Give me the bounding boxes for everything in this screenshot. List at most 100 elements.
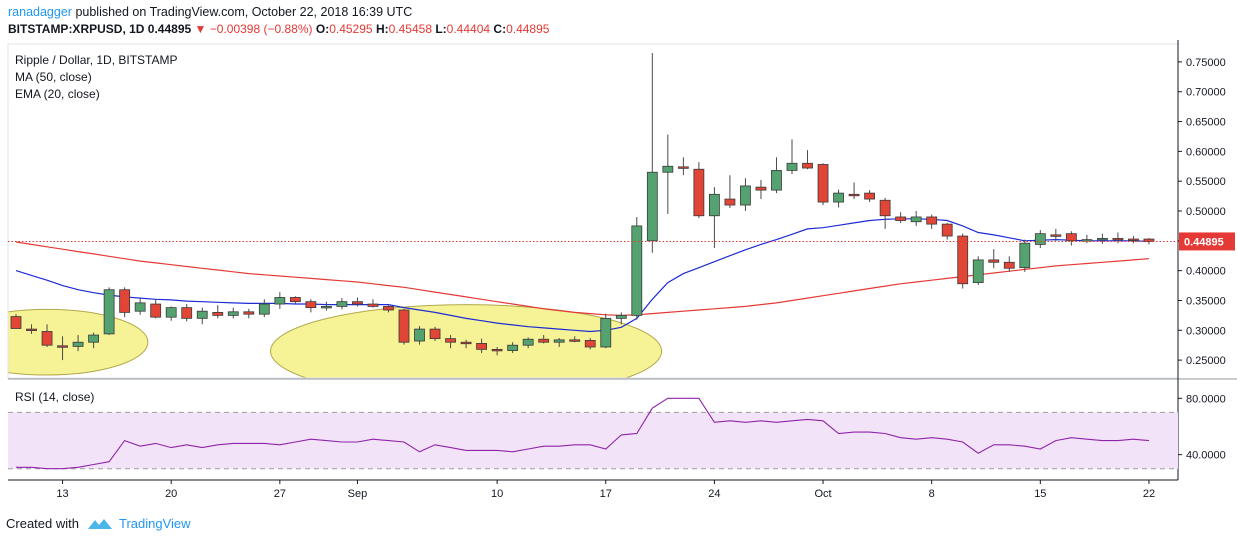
down-triangle-icon: ▼ xyxy=(194,22,207,36)
candle xyxy=(72,335,84,352)
author-link[interactable]: ranadagger xyxy=(8,5,72,19)
tradingview-link[interactable]: TradingView xyxy=(118,516,191,531)
candle-body-down xyxy=(941,223,953,237)
high-value: 0.45458 xyxy=(388,22,432,36)
candle xyxy=(181,304,193,322)
candle xyxy=(119,287,131,318)
candle xyxy=(771,157,782,194)
candle xyxy=(677,157,689,176)
candle xyxy=(352,297,363,307)
time-tick-label: 13 xyxy=(56,488,68,500)
candle xyxy=(879,197,891,229)
candle xyxy=(1128,236,1139,244)
candle-body-down xyxy=(491,348,503,352)
c-label: C: xyxy=(493,22,507,36)
candle-body-down xyxy=(802,162,813,169)
candle-body-down xyxy=(1003,261,1015,269)
candle xyxy=(26,324,37,334)
candle xyxy=(507,342,519,353)
candle-body-down xyxy=(383,306,394,311)
candle-body-up xyxy=(1034,233,1046,245)
candle xyxy=(196,307,208,325)
candle xyxy=(1081,234,1093,244)
candle-body-down xyxy=(289,297,301,303)
candle xyxy=(305,299,317,313)
candle-body-up xyxy=(196,310,208,319)
publish-line: ranadagger published on TradingView.com,… xyxy=(8,5,412,19)
candle-body-up xyxy=(274,297,286,305)
candles xyxy=(10,52,1155,361)
candle-body-up xyxy=(134,302,146,312)
candle xyxy=(662,134,674,214)
main-title: Ripple / Dollar, 1D, BITSTAMP xyxy=(15,53,178,67)
candle-body-down xyxy=(1128,238,1139,241)
candle-body-down xyxy=(817,164,829,203)
ema20-line xyxy=(15,218,1150,333)
symbol-label: BITSTAMP:XRPUSD, 1D xyxy=(8,22,145,36)
price-tick-label: 0.60000 xyxy=(1186,146,1226,158)
o-label: O: xyxy=(315,22,330,36)
price-tick-label: 0.25000 xyxy=(1186,355,1226,367)
candle-body-down xyxy=(150,303,162,318)
candle-body-up xyxy=(740,185,751,206)
candle-body-down xyxy=(879,199,891,217)
candle xyxy=(1003,256,1015,272)
candle-body-down xyxy=(352,301,363,305)
rsi-tick-label: 80.0000 xyxy=(1186,393,1226,405)
candle-body-down xyxy=(755,186,767,191)
candle-body-up xyxy=(771,170,782,191)
close-value: 0.44895 xyxy=(506,22,550,36)
ohlc-line: BITSTAMP:XRPUSD, 1D 0.44895 ▼ −0.00398 (… xyxy=(8,22,549,36)
candle-body-up xyxy=(662,165,674,173)
time-tick-label: 17 xyxy=(600,488,612,500)
change-text: −0.00398 (−0.88%) xyxy=(209,22,313,36)
candle xyxy=(134,298,146,315)
candle-body-down xyxy=(181,307,193,319)
candle-body-down xyxy=(988,259,1000,263)
candle xyxy=(258,299,270,318)
candle xyxy=(646,52,658,253)
candle-body-down xyxy=(864,192,875,200)
time-tick-label: Oct xyxy=(814,488,831,500)
candle-body-down xyxy=(367,303,379,307)
ema20-polyline xyxy=(15,218,1150,333)
candle-body-up xyxy=(258,303,270,315)
candle xyxy=(755,179,767,200)
candle-body-down xyxy=(1112,238,1124,241)
candle-body-down xyxy=(895,216,907,221)
candle-body-down xyxy=(476,343,488,350)
candle-body-down xyxy=(584,340,596,348)
candle-body-down xyxy=(538,338,550,343)
candle-body-down xyxy=(693,168,705,217)
price-tick-label: 0.55000 xyxy=(1186,176,1226,188)
candle xyxy=(243,308,255,319)
candle xyxy=(584,338,596,350)
tradingview-logo-icon xyxy=(87,518,112,529)
candle-body-down xyxy=(1143,238,1155,242)
candle xyxy=(336,298,348,310)
legend: Ripple / Dollar, 1D, BITSTAMP MA (50, cl… xyxy=(15,53,178,404)
candle-body-down xyxy=(724,198,736,206)
candle-body-up xyxy=(320,306,332,309)
candle-body-up xyxy=(336,301,348,307)
candle xyxy=(538,335,550,344)
candle xyxy=(367,299,379,308)
candle-body-down xyxy=(26,328,37,331)
candle xyxy=(1143,238,1155,245)
candle xyxy=(988,249,1000,269)
time-tick-label: 8 xyxy=(929,488,935,500)
candle-body-down xyxy=(848,193,860,197)
candle-body-down xyxy=(243,311,255,315)
candle-body-up xyxy=(1081,239,1093,242)
last-price-tag xyxy=(1179,232,1235,251)
candle xyxy=(926,214,938,229)
candle xyxy=(910,211,922,226)
candle xyxy=(1034,230,1046,248)
candle-body-down xyxy=(677,166,689,169)
last-price-tag-label: 0.44895 xyxy=(1184,236,1224,248)
open-value: 0.45295 xyxy=(329,22,373,36)
candle-body-up xyxy=(103,289,115,335)
candle xyxy=(1019,239,1031,272)
candle-body-up xyxy=(646,171,658,242)
